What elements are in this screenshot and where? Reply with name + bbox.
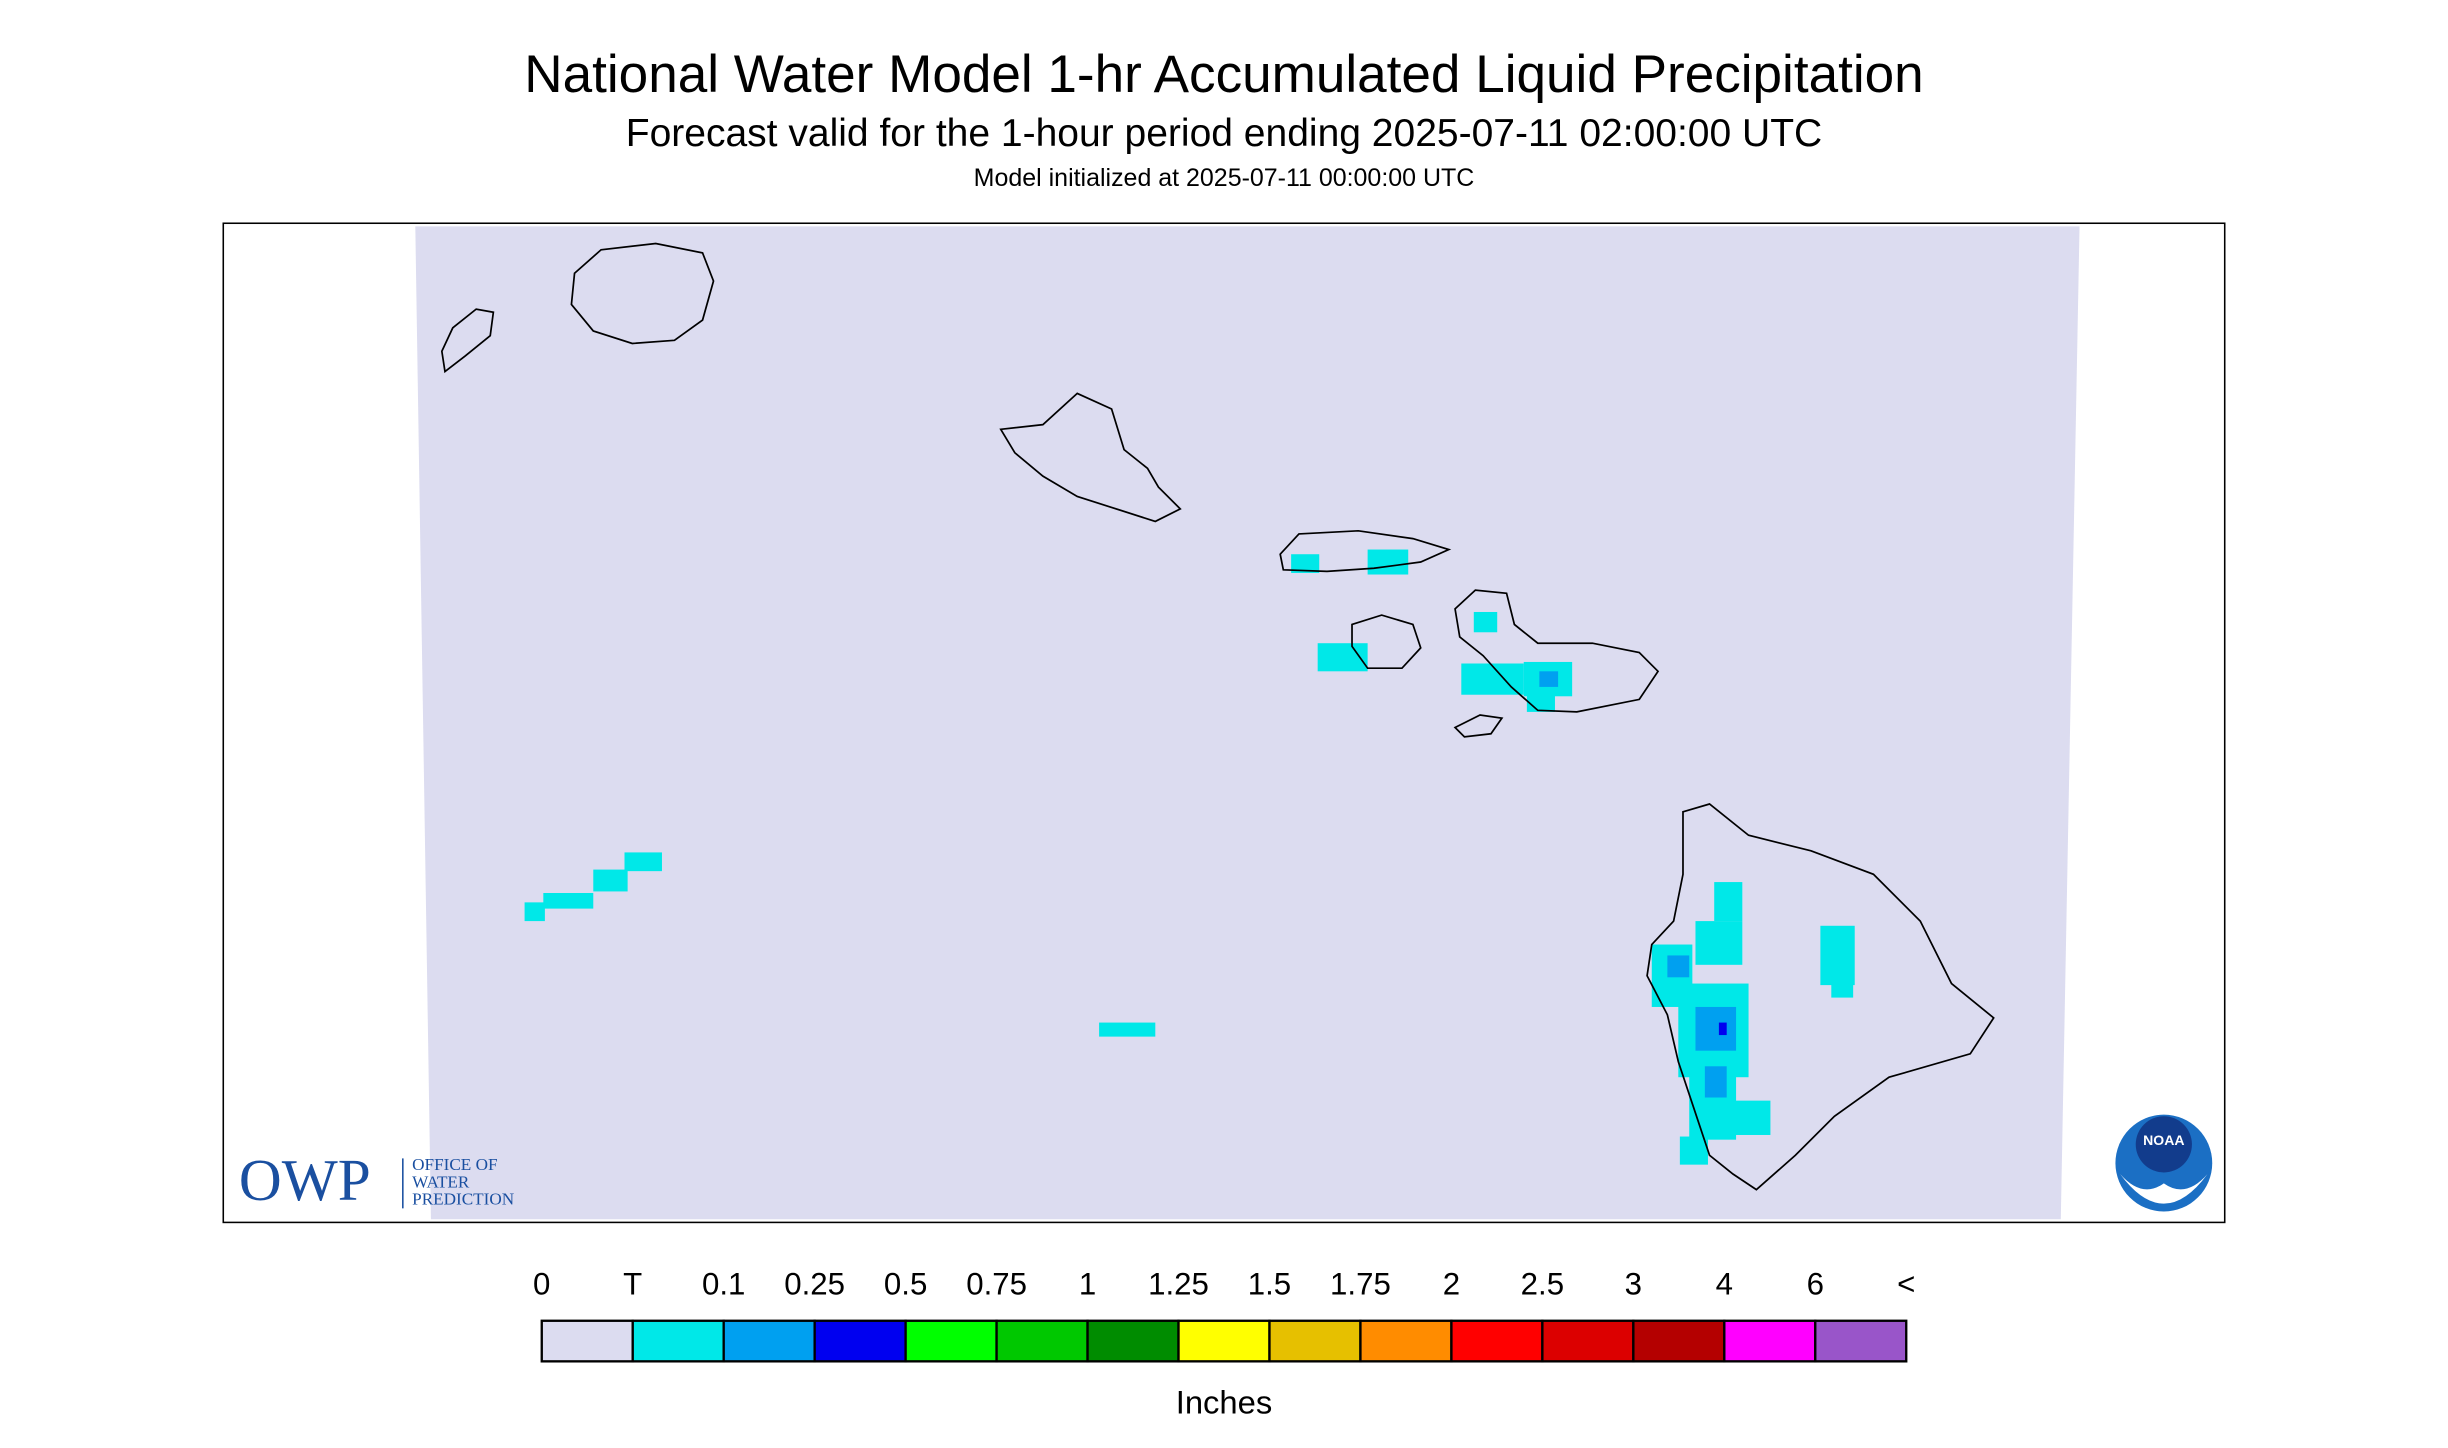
legend-label: < [1897,1267,1915,1302]
legend-label: T [623,1267,642,1302]
legend-label: 1 [1079,1267,1096,1302]
owp-text: WATER [412,1172,470,1191]
model-domain [415,226,2080,1220]
legend-swatch [1632,1319,1726,1363]
noaa-text: NOAA [2143,1132,2184,1148]
legend-label: 0 [533,1267,550,1302]
legend-swatch [904,1319,998,1363]
noaa-inner [2135,1116,2192,1173]
subtitle: Forecast valid for the 1-hour period end… [626,112,1822,155]
legend-label: 0.1 [702,1267,745,1302]
coastlines [440,242,1995,1191]
legend-label: 0.75 [966,1267,1027,1302]
title: National Water Model 1-hr Accumulated Li… [524,45,1923,104]
legend-swatch [1814,1319,1908,1363]
legend-swatch [722,1319,816,1363]
noaa-gull [2120,1174,2208,1204]
legend-swatch [995,1319,1089,1363]
owp-text: OFFICE OF [412,1155,497,1174]
legend-label: 1.5 [1248,1267,1291,1302]
legend-label: 0.5 [884,1267,927,1302]
legend-swatch [1086,1319,1180,1363]
owp-text: PREDICTION [412,1189,514,1208]
legend-unit: Inches [1176,1384,1273,1421]
legend-swatch [1723,1319,1817,1363]
legend-label: 4 [1716,1267,1733,1302]
legend-label: 2.5 [1521,1267,1564,1302]
legend-label: 0.25 [784,1267,845,1302]
legend-label: 6 [1807,1267,1824,1302]
legend-swatch [540,1319,634,1363]
legend-swatch [1359,1319,1453,1363]
legend-swatch [1450,1319,1544,1363]
legend-swatch [1541,1319,1635,1363]
legend-label: 1.75 [1330,1267,1391,1302]
owp-logo: OWP [239,1147,371,1213]
legend-swatch [1268,1319,1362,1363]
legend-swatch [1177,1319,1271,1363]
legend-label: 1.25 [1148,1267,1209,1302]
legend-label: 3 [1625,1267,1642,1302]
legend-label: 2 [1443,1267,1460,1302]
precipitation [524,549,1855,1165]
legend-swatch [631,1319,725,1363]
init-time: Model initialized at 2025-07-11 00:00:00… [974,164,1475,192]
legend-swatch [813,1319,907,1363]
